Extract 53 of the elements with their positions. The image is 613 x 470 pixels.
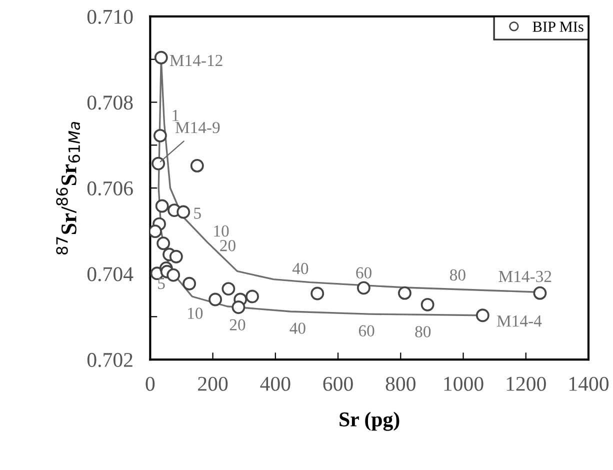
y-axis-title: $^{87}$Sr/$^{86}$Sr$_{61Ma}$ bbox=[56, 122, 80, 255]
point bbox=[533, 286, 547, 300]
annotation: 20 bbox=[230, 319, 246, 330]
x-tick-label: 800 bbox=[386, 376, 416, 391]
annotation: 10 bbox=[188, 308, 203, 319]
point bbox=[154, 50, 168, 64]
x-axis-title: Sr (pg) bbox=[340, 412, 400, 431]
annotation: M14-12 bbox=[170, 54, 222, 66]
annotation: 80 bbox=[450, 269, 466, 281]
annotation: 10 bbox=[214, 225, 229, 237]
x-tick-label: 200 bbox=[198, 376, 228, 391]
point bbox=[166, 268, 180, 282]
annotation: 1 bbox=[172, 110, 179, 121]
y-tick-label: 0.706 bbox=[87, 181, 133, 196]
point bbox=[398, 286, 412, 300]
y-tick-label: 0.702 bbox=[87, 352, 132, 368]
point bbox=[246, 290, 259, 304]
annotation: 20 bbox=[220, 240, 236, 252]
y-tick-label: 0.704 bbox=[87, 267, 134, 282]
point bbox=[476, 308, 490, 322]
annotation: 40 bbox=[290, 322, 306, 334]
x-tick-label: 600 bbox=[323, 376, 353, 391]
point bbox=[190, 158, 204, 172]
legend-label: BIP MIs bbox=[532, 22, 584, 32]
point bbox=[176, 205, 190, 219]
annotation: 5 bbox=[158, 278, 165, 290]
point bbox=[155, 199, 169, 213]
point bbox=[208, 292, 222, 306]
x-tick-label: 0 bbox=[146, 376, 155, 391]
annotation: 5 bbox=[194, 208, 201, 219]
annotation: 60 bbox=[358, 325, 374, 336]
point bbox=[153, 128, 167, 142]
annotation: 80 bbox=[415, 326, 431, 338]
point bbox=[182, 276, 196, 290]
point bbox=[232, 300, 246, 314]
point bbox=[169, 250, 183, 264]
point bbox=[310, 286, 324, 300]
annotation: 60 bbox=[356, 267, 372, 278]
x-tick-label: 1400 bbox=[569, 376, 609, 391]
point bbox=[420, 298, 434, 312]
point bbox=[152, 156, 166, 170]
y-tick-label: 0.710 bbox=[87, 10, 133, 24]
point bbox=[222, 282, 236, 296]
x-tick-label: 1000 bbox=[444, 376, 484, 391]
annotation: M14-32 bbox=[498, 270, 552, 282]
annotation: M14-9 bbox=[175, 122, 220, 134]
annotation: M14-4 bbox=[497, 315, 542, 326]
annotation: 40 bbox=[292, 262, 308, 274]
point bbox=[156, 236, 170, 250]
point bbox=[356, 281, 370, 295]
x-tick-label: 400 bbox=[260, 376, 290, 391]
y-tick-label: 0.708 bbox=[87, 96, 133, 110]
x-tick-label: 1200 bbox=[506, 376, 546, 391]
